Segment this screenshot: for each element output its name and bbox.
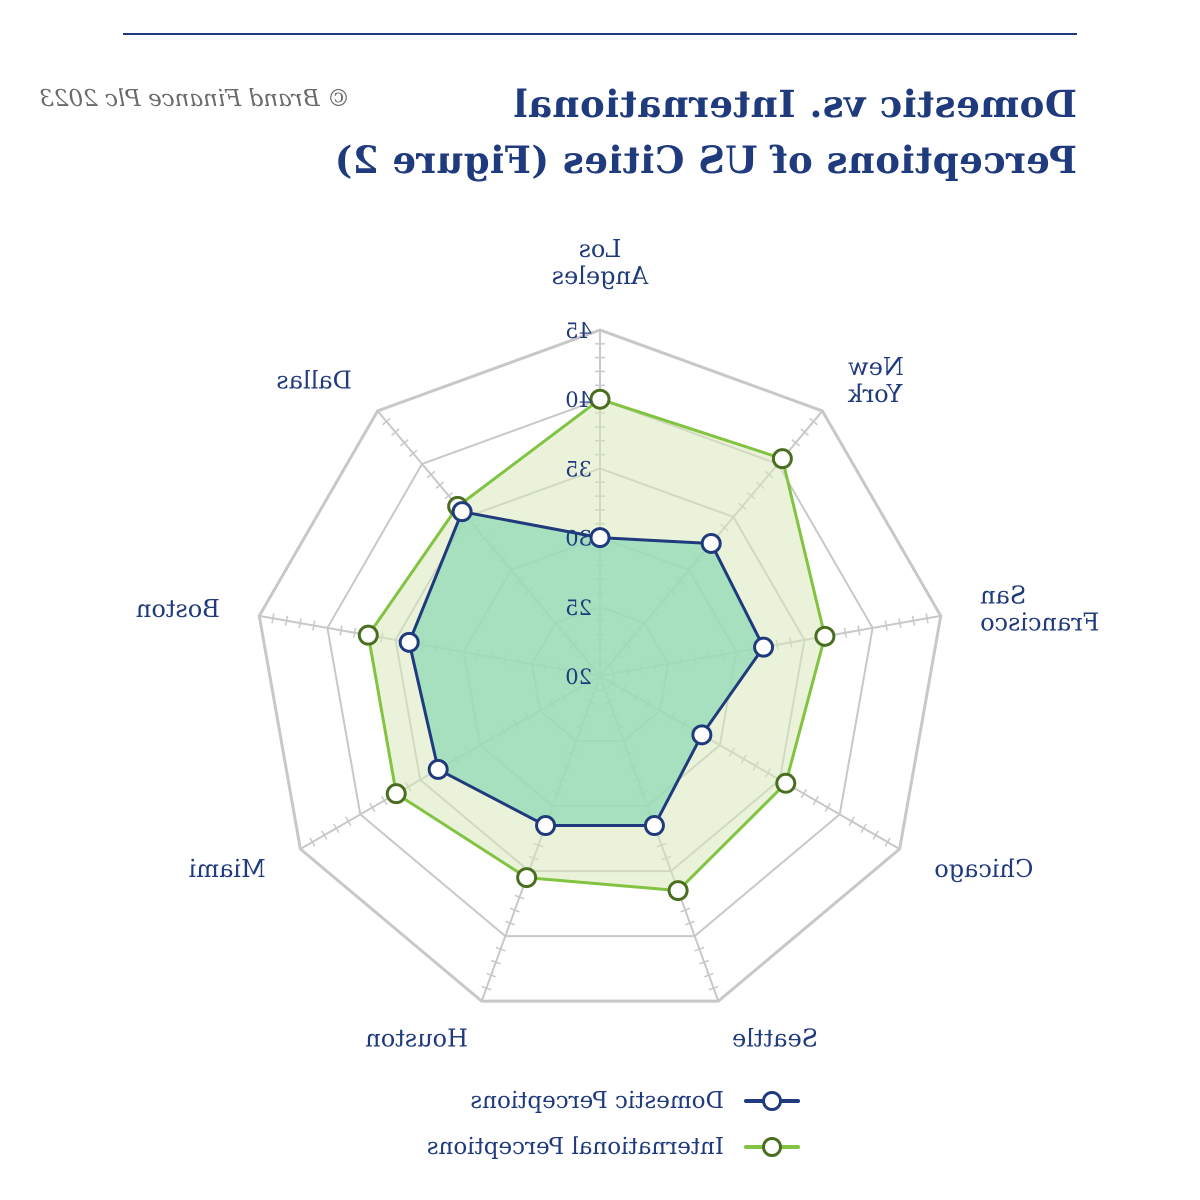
category-label-dallas: Dallas — [276, 366, 352, 394]
spoke-tick — [284, 615, 289, 626]
spoke-tick — [848, 816, 855, 827]
category-label-new-york: New York — [848, 353, 904, 408]
marker-domestic-6[interactable] — [691, 724, 713, 746]
category-label-san-francisco: San Francisco — [980, 581, 1099, 636]
spoke-tick — [435, 481, 445, 489]
spoke-tick — [898, 618, 902, 629]
spoke-tick — [800, 788, 807, 799]
spoke-tick — [495, 946, 506, 952]
marker-international-3[interactable] — [385, 783, 407, 805]
spoke-tick — [481, 985, 492, 991]
marker-domestic-8[interactable] — [700, 532, 722, 554]
spoke-tick — [333, 823, 340, 833]
radial-tick-label-25: 25 — [565, 596, 592, 620]
spoke-tick — [353, 627, 357, 638]
spoke-tick — [382, 417, 391, 426]
spoke-tick — [271, 613, 275, 624]
spoke-tick — [312, 620, 316, 631]
radial-tick-label-45: 45 — [565, 319, 592, 343]
radial-tick-label-20: 20 — [565, 665, 592, 689]
spoke-tick — [860, 823, 867, 833]
marker-domestic-5[interactable] — [643, 815, 665, 837]
spoke-tick — [809, 417, 818, 426]
spoke-tick — [490, 959, 501, 965]
spoke-tick — [680, 907, 691, 913]
radial-tick-label-30: 30 — [565, 527, 592, 551]
spoke-tick — [486, 972, 497, 978]
spoke-tick — [345, 816, 352, 827]
marker-international-5[interactable] — [667, 880, 689, 902]
spoke-tick — [298, 618, 302, 629]
spoke-tick — [514, 894, 525, 900]
spoke-tick — [911, 615, 916, 626]
marker-international-2[interactable] — [357, 624, 379, 646]
marker-domestic-2[interactable] — [398, 631, 420, 653]
marker-domestic-1[interactable] — [451, 501, 473, 523]
spoke-tick — [843, 627, 847, 638]
legend-label-international: International Perceptions — [426, 1134, 724, 1160]
spoke-tick — [399, 438, 409, 447]
marker-domestic-0[interactable] — [589, 527, 611, 549]
marker-international-8[interactable] — [771, 448, 793, 470]
marker-international-7[interactable] — [814, 625, 836, 647]
category-label-boston: Boston — [136, 595, 220, 623]
marker-international-0[interactable] — [589, 388, 611, 410]
spoke-tick — [884, 837, 891, 847]
category-label-los-angeles: Los Angeles — [552, 235, 650, 290]
grid-ring-40 — [326, 398, 874, 938]
spoke-tick — [708, 985, 719, 991]
spoke-tick — [381, 795, 388, 806]
spoke-tick — [857, 625, 861, 636]
spoke-tick — [694, 946, 705, 952]
legend-item-international[interactable]: International Perceptions — [320, 1124, 800, 1170]
radar-markers — [357, 388, 836, 902]
spoke-tick — [703, 972, 714, 978]
spoke-tick — [391, 428, 400, 436]
spoke-tick — [408, 449, 418, 458]
spoke-tick — [426, 470, 436, 479]
grid-ring-45 — [257, 328, 943, 1003]
spoke-tick — [824, 802, 831, 813]
spoke-tick — [505, 920, 516, 926]
legend-swatch-international — [744, 1137, 800, 1157]
category-label-miami: Miami — [188, 855, 265, 883]
spoke-tick — [684, 920, 695, 926]
legend-label-domestic: Domestic Perceptions — [470, 1088, 724, 1114]
legend-item-domestic[interactable]: Domestic Perceptions — [320, 1078, 800, 1124]
spoke-tick — [884, 620, 888, 631]
spoke-tick — [339, 625, 343, 636]
marker-domestic-4[interactable] — [535, 815, 557, 837]
spoke-tick — [321, 830, 328, 840]
spoke-tick — [369, 802, 376, 813]
category-label-houston: Houston — [365, 1025, 468, 1053]
spoke-tick — [812, 795, 819, 806]
spoke-tick — [444, 491, 454, 500]
category-label-seattle: Seattle — [732, 1025, 818, 1053]
category-label-chicago: Chicago — [934, 855, 1033, 883]
series-area-domestic — [407, 510, 766, 828]
spoke-tick — [872, 830, 879, 840]
radar-labels: 20 25 30 35 40 45 Los Angeles Dallas Boston Miami H… — [136, 235, 1099, 1053]
spoke-tick — [800, 428, 809, 436]
radial-tick-label-35: 35 — [565, 457, 592, 481]
radial-tick-label-40: 40 — [565, 388, 592, 412]
radar-areas — [366, 397, 827, 893]
legend: Domestic Perceptions International Perce… — [320, 1078, 800, 1170]
spoke-tick — [925, 613, 929, 624]
spoke-tick — [509, 907, 520, 913]
legend-swatch-domestic — [744, 1091, 800, 1111]
marker-international-4[interactable] — [516, 867, 538, 889]
spoke-tick — [791, 438, 801, 447]
spoke-tick — [309, 837, 316, 847]
marker-domestic-7[interactable] — [753, 636, 775, 658]
marker-domestic-3[interactable] — [427, 758, 449, 780]
spoke-tick — [699, 959, 710, 965]
marker-international-6[interactable] — [775, 772, 797, 794]
